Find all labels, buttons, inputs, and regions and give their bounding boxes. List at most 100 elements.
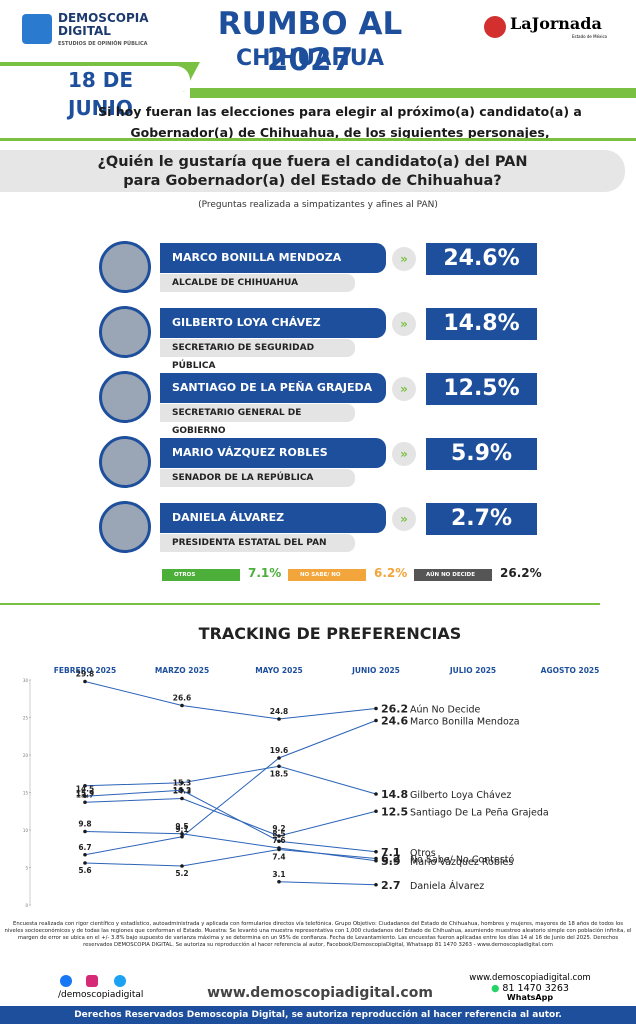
series-line: [84, 765, 377, 795]
series-line: [84, 848, 377, 867]
website: www.demoscopiadigital.com: [207, 985, 433, 1001]
series-name: Santiago De La Peña Grajeda: [410, 807, 549, 818]
end-value: 12.5: [381, 805, 408, 818]
series-name: Gilberto Loya Chávez: [410, 790, 511, 801]
chevron: »: [392, 507, 416, 531]
partner: LaJornada: [510, 14, 602, 33]
point-label: 5.2: [175, 869, 188, 878]
point: [374, 882, 378, 887]
name-bar: MARCO BONILLA MENDOZA: [160, 243, 386, 273]
result: 5.9%: [426, 438, 537, 470]
chevron: »: [392, 442, 416, 466]
point-label: 15.3: [173, 778, 192, 787]
role-bar: SENADOR DE LA REPÚBLICA: [160, 469, 355, 487]
point-label: 15.9: [76, 789, 95, 798]
point: [374, 858, 378, 863]
series-line: [84, 681, 377, 720]
point: [83, 783, 87, 788]
point: [83, 794, 87, 799]
twitter-icon: [114, 975, 126, 987]
point: [83, 852, 87, 857]
point: [83, 829, 87, 834]
point: [277, 839, 281, 844]
point: [374, 809, 378, 814]
question: ¿Quién le gustaría que fuera el candidat…: [0, 150, 625, 192]
point: [374, 792, 378, 796]
name-bar: GILBERTO LOYA CHÁVEZ: [160, 308, 386, 338]
point-label: 9.8: [78, 820, 91, 829]
chart: 0 5 10 15 20 25 30 FEBRERO 2025 MARZO 2025 MAYO 2…: [23, 666, 599, 908]
series-name: No Sabe/ No Contestó: [410, 855, 515, 866]
name-bar: MARIO VÁZQUEZ ROBLES: [160, 438, 386, 468]
subtitle: CHIHUAHUA: [236, 46, 384, 71]
point: [180, 831, 184, 836]
point: [180, 834, 184, 839]
point-label: 5.6: [78, 866, 91, 875]
point-label: 18.5: [270, 769, 289, 778]
point: [83, 800, 87, 805]
phone-label: WhatsApp: [506, 993, 554, 1002]
y-tick-label: 10: [23, 828, 29, 833]
green-band: [190, 88, 636, 98]
end-value: 6.2: [381, 853, 401, 866]
result: 14.8%: [426, 308, 537, 340]
point-label: 14.5: [76, 784, 95, 793]
partner-icon: [484, 16, 506, 38]
facebook-icon: [60, 975, 72, 987]
logo-mark: [22, 14, 52, 44]
intro: Si hoy fueran las elecciones para elegir…: [98, 104, 582, 140]
chevron: »: [392, 377, 416, 401]
partner-tagline: Estado de México: [572, 34, 608, 39]
point: [180, 780, 184, 785]
point-label: 7.6: [272, 836, 285, 845]
point: [374, 718, 378, 723]
result: 24.6%: [426, 243, 537, 275]
instagram-icon: [86, 975, 98, 987]
end-value: 14.8: [381, 788, 408, 801]
phone: ● 81 1470 3263: [491, 983, 569, 994]
other-bar: NO SABE/ NO CONTESTÓ: [288, 569, 366, 590]
result: 12.5%: [426, 373, 537, 405]
series-name: Marco Bonilla Mendoza: [410, 717, 520, 728]
series-line: [84, 797, 377, 837]
avatar: [99, 436, 151, 488]
point-label: 3.1: [272, 870, 285, 879]
point: [180, 864, 184, 868]
series-line: [84, 789, 377, 853]
point-label: 9.2: [272, 824, 285, 833]
y-tick-label: 30: [23, 678, 29, 683]
point-label: 9.1: [175, 825, 188, 834]
point: [180, 788, 184, 793]
point: [83, 861, 87, 865]
point: [374, 706, 378, 711]
brand: DEMOSCOPIA DIGITAL ESTUDIOS DE OPINIÓN PÚB…: [58, 11, 149, 48]
date: 18 DE JUNIO: [0, 66, 190, 120]
point-label: 26.6: [173, 694, 192, 703]
point-label: 29.8: [76, 670, 95, 679]
end-value: 26.2: [381, 703, 408, 716]
role-bar: ALCALDE DE CHIHUAHUA: [160, 274, 355, 292]
point: [83, 679, 87, 684]
rights: Derechos Reservados Demoscopia Digital, …: [0, 1006, 636, 1024]
point: [277, 879, 281, 884]
series-name: Daniela Álvarez: [410, 880, 484, 892]
name-bar: DANIELA ÁLVAREZ: [160, 503, 386, 533]
role-bar: SECRETARIO DE SEGURIDAD PÚBLICA: [160, 339, 355, 371]
methodology: Encuesta realizada con rigor científico …: [4, 921, 632, 948]
other-result: 6.2%: [374, 566, 408, 580]
y-tick-label: 0: [25, 903, 28, 908]
point: [374, 849, 378, 854]
other-result: 7.1%: [248, 566, 282, 580]
site-small: www.demoscopiadigital.com: [469, 973, 591, 983]
series-line: [278, 881, 377, 886]
chart-title: TRACKING DE PREFERENCIAS: [198, 624, 462, 643]
point: [277, 834, 281, 838]
point-label: 8.5: [272, 829, 285, 838]
x-tick-label: FEBRERO 2025: [54, 666, 117, 675]
series-line: [84, 831, 377, 862]
x-tick-label: MARZO 2025: [155, 666, 209, 675]
point-label: 24.8: [270, 707, 289, 716]
note: (Preguntas realizada a simpatizantes y a…: [198, 200, 438, 210]
chevron: »: [392, 312, 416, 336]
